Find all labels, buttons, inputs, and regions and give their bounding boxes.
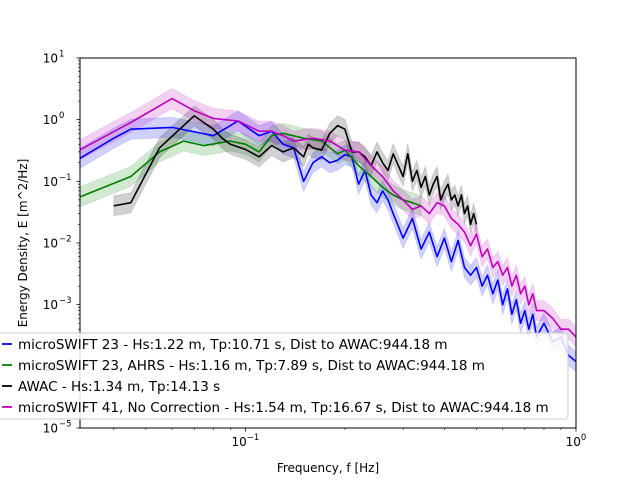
legend-label-4: microSWIFT 41, No Correction - Hs:1.54 m… bbox=[18, 400, 549, 416]
x-axis-ticks: 10−1 100 bbox=[113, 428, 587, 449]
y-tick-label: 10−1 bbox=[43, 173, 72, 189]
series-band-1 bbox=[80, 110, 576, 373]
series-line-3 bbox=[113, 115, 478, 226]
y-tick-label: 100 bbox=[43, 111, 65, 127]
y-tick-label: 10−2 bbox=[43, 235, 72, 251]
legend-label-3: AWAC - Hs:1.34 m, Tp:14.13 s bbox=[18, 379, 220, 395]
legend: microSWIFT 23 - Hs:1.22 m, Tp:10.71 s, D… bbox=[0, 332, 569, 420]
y-tick-label: 10−5 bbox=[43, 420, 72, 436]
series-line-4 bbox=[80, 97, 576, 338]
series-line-1 bbox=[80, 120, 576, 363]
legend-box bbox=[0, 332, 569, 420]
legend-label-1: microSWIFT 23 - Hs:1.22 m, Tp:10.71 s, D… bbox=[18, 337, 448, 353]
y-tick-label: 10−3 bbox=[43, 296, 72, 312]
series-band-2 bbox=[80, 122, 422, 217]
x-tick-label: 10−1 bbox=[231, 433, 259, 449]
y-axis-label: Energy Density, E [m^2/Hz] bbox=[16, 159, 30, 328]
x-axis-label: Frequency, f [Hz] bbox=[277, 461, 379, 475]
series-line-2 bbox=[80, 132, 422, 207]
y-tick-label: 101 bbox=[43, 50, 65, 66]
x-tick-label: 100 bbox=[566, 433, 587, 449]
series-lines bbox=[80, 97, 576, 363]
legend-label-2: microSWIFT 23, AHRS - Hs:1.16 m, Tp:7.89… bbox=[18, 358, 485, 374]
